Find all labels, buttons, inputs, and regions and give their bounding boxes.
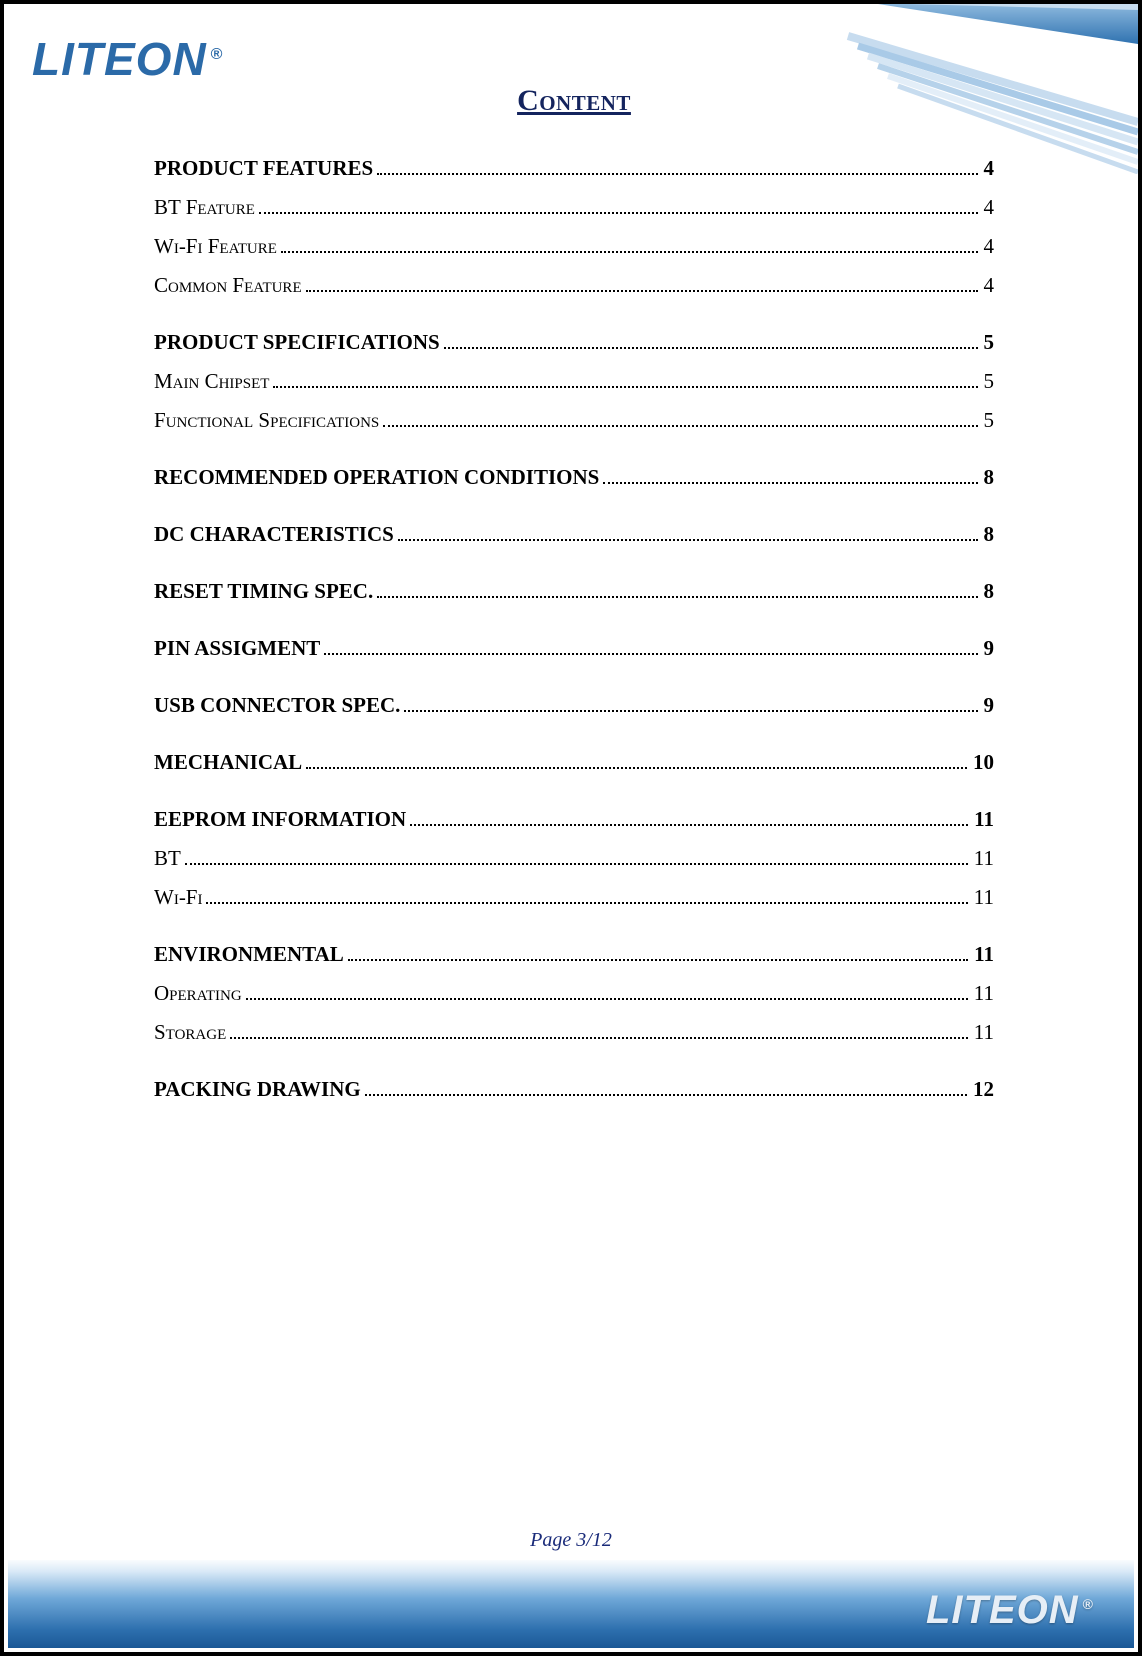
toc-label: Common Feature — [154, 273, 302, 298]
toc-page: 8 — [982, 465, 995, 490]
toc-label: DC CHARACTERISTICS — [154, 522, 394, 547]
brand-logo-footer: LITEON® — [926, 1588, 1094, 1633]
toc-label: Operating — [154, 981, 242, 1006]
toc-leader — [206, 891, 967, 904]
toc-page: 8 — [982, 522, 995, 547]
table-of-contents: PRODUCT FEATURES4BT Feature4Wi-Fi Featur… — [154, 156, 994, 1102]
toc-row[interactable]: Common Feature 4 — [154, 273, 994, 298]
toc-row[interactable]: ENVIRONMENTAL 11 — [154, 942, 994, 967]
toc-row[interactable]: PRODUCT FEATURES 4 — [154, 156, 994, 181]
brand-name-footer: LITEON — [926, 1588, 1079, 1632]
toc-leader — [306, 279, 978, 292]
toc-page: 12 — [971, 1077, 994, 1102]
toc-row[interactable]: Storage 11 — [154, 1020, 994, 1045]
toc-leader — [281, 240, 978, 253]
toc-label: EEPROM INFORMATION — [154, 807, 406, 832]
brand-name: LITEON — [32, 33, 207, 85]
toc-label: Storage — [154, 1020, 226, 1045]
toc-row[interactable]: USB CONNECTOR SPEC. 9 — [154, 693, 994, 718]
toc-leader — [185, 852, 968, 865]
toc-page: 11 — [972, 942, 994, 967]
toc-page: 4 — [982, 156, 995, 181]
toc-leader — [306, 756, 967, 769]
toc-row[interactable]: DC CHARACTERISTICS 8 — [154, 522, 994, 547]
toc-row[interactable]: RECOMMENDED OPERATION CONDITIONS 8 — [154, 465, 994, 490]
toc-label: Functional Specifications — [154, 408, 379, 433]
toc-page: 11 — [972, 885, 994, 910]
toc-leader — [365, 1083, 967, 1096]
toc-page: 10 — [971, 750, 994, 775]
toc-row[interactable]: PIN ASSIGMENT 9 — [154, 636, 994, 661]
toc-label: Wi-Fi Feature — [154, 234, 277, 259]
registered-mark: ® — [211, 46, 224, 63]
toc-page: 5 — [982, 369, 995, 394]
toc-label: Wi-Fi — [154, 885, 202, 910]
toc-row[interactable]: RESET TIMING SPEC. 8 — [154, 579, 994, 604]
toc-row[interactable]: Functional Specifications 5 — [154, 408, 994, 433]
toc-leader — [398, 528, 978, 541]
brand-logo-top: LITEON® — [32, 32, 223, 86]
toc-page: 5 — [982, 330, 995, 355]
toc-leader — [444, 336, 978, 349]
toc-page: 4 — [982, 273, 995, 298]
toc-label: USB CONNECTOR SPEC. — [154, 693, 400, 718]
toc-label: BT Feature — [154, 195, 255, 220]
toc-page: 8 — [982, 579, 995, 604]
toc-row[interactable]: MECHANICAL 10 — [154, 750, 994, 775]
toc-row[interactable]: PRODUCT SPECIFICATIONS 5 — [154, 330, 994, 355]
toc-leader — [348, 948, 968, 961]
toc-page: 4 — [982, 195, 995, 220]
toc-label: PRODUCT SPECIFICATIONS — [154, 330, 440, 355]
toc-page: 5 — [982, 408, 995, 433]
toc-row[interactable]: BT Feature 4 — [154, 195, 994, 220]
toc-label: Main Chipset — [154, 369, 269, 394]
toc-row[interactable]: Main Chipset 5 — [154, 369, 994, 394]
toc-leader — [273, 375, 977, 388]
toc-leader — [410, 813, 968, 826]
toc-leader — [404, 699, 977, 712]
toc-page: 11 — [972, 807, 994, 832]
toc-row[interactable]: Operating 11 — [154, 981, 994, 1006]
toc-leader — [603, 471, 977, 484]
toc-label: BT — [154, 846, 181, 871]
toc-page: 9 — [982, 636, 995, 661]
toc-label: PACKING DRAWING — [154, 1077, 361, 1102]
registered-mark-footer: ® — [1083, 1596, 1094, 1612]
toc-label: PRODUCT FEATURES — [154, 156, 373, 181]
toc-row[interactable]: EEPROM INFORMATION 11 — [154, 807, 994, 832]
toc-leader — [377, 585, 977, 598]
toc-row[interactable]: BT 11 — [154, 846, 994, 871]
toc-leader — [377, 162, 977, 175]
toc-row[interactable]: Wi-Fi 11 — [154, 885, 994, 910]
toc-leader — [230, 1026, 968, 1039]
toc-label: RESET TIMING SPEC. — [154, 579, 373, 604]
footer-bar: LITEON® — [8, 1558, 1134, 1648]
toc-label: RECOMMENDED OPERATION CONDITIONS — [154, 465, 599, 490]
page-number: Page 3/12 — [4, 1529, 1138, 1552]
content-area: Content PRODUCT FEATURES4BT Feature4Wi-F… — [154, 84, 994, 1108]
toc-page: 11 — [972, 846, 994, 871]
toc-leader — [259, 201, 978, 214]
toc-row[interactable]: PACKING DRAWING 12 — [154, 1077, 994, 1102]
toc-label: PIN ASSIGMENT — [154, 636, 320, 661]
toc-page: 4 — [982, 234, 995, 259]
page-title: Content — [154, 84, 994, 118]
toc-page: 11 — [972, 981, 994, 1006]
toc-page: 11 — [972, 1020, 994, 1045]
toc-label: ENVIRONMENTAL — [154, 942, 344, 967]
toc-leader — [246, 987, 968, 1000]
toc-label: MECHANICAL — [154, 750, 302, 775]
toc-page: 9 — [982, 693, 995, 718]
toc-leader — [383, 414, 977, 427]
toc-row[interactable]: Wi-Fi Feature 4 — [154, 234, 994, 259]
toc-leader — [324, 642, 977, 655]
